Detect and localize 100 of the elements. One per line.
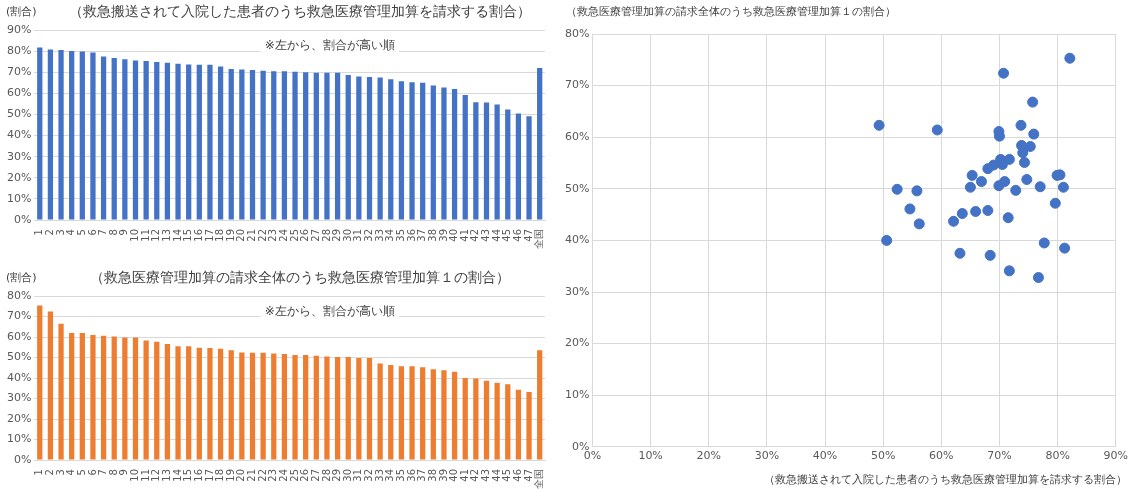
bar: [409, 82, 415, 220]
point: [964, 181, 976, 193]
x-tick-label: 28: [320, 229, 332, 242]
x-tick-label: 31: [352, 469, 364, 482]
bar: [494, 382, 500, 460]
x-tick-label: 9: [118, 469, 130, 476]
y-tick-label: 10%: [7, 432, 32, 446]
x-tick-label: 13: [161, 229, 172, 242]
point: [1049, 197, 1061, 209]
y-tick-label: 50%: [7, 350, 32, 364]
bar: [228, 69, 234, 220]
x-tick-label: 全国: [533, 229, 545, 249]
point: [1028, 128, 1040, 140]
y-tick-label: 60%: [7, 329, 32, 343]
point: [966, 169, 978, 181]
bar: [377, 363, 383, 460]
x-tick-label: 40: [448, 229, 460, 242]
x-tick-label: 8: [107, 469, 119, 476]
x-tick-label: 1: [33, 469, 45, 476]
x-tick-label: 4: [65, 469, 77, 476]
x-tick-label: 47: [522, 229, 534, 242]
point: [1021, 174, 1033, 186]
bar: [420, 367, 426, 460]
bar: [451, 371, 458, 460]
point: [904, 203, 916, 215]
x-tick-label: 29: [331, 229, 343, 242]
x-tick-label: 7: [97, 229, 109, 236]
bar: [217, 66, 224, 220]
x-tick-label: 22: [256, 469, 268, 482]
x-tick-label: 10: [129, 229, 141, 242]
x-tick-label: 18: [214, 469, 226, 482]
bar: [143, 340, 149, 460]
x-tick-label: 24: [278, 229, 289, 242]
bar: [79, 332, 85, 460]
x-tick-label: 35: [395, 229, 406, 242]
annotation: ※左から、割合が高い順: [264, 304, 395, 319]
x-tick-label: 15: [182, 229, 194, 242]
x-tick-label: 42: [469, 229, 481, 242]
bar: [505, 384, 511, 460]
x-tick-label: 12: [150, 229, 162, 242]
bar: [537, 68, 543, 220]
x-tick-label: 0%: [583, 449, 602, 463]
bar: [122, 59, 128, 220]
x-tick-label: 90%: [1103, 449, 1128, 463]
x-tick-label: 30: [341, 469, 353, 482]
bar: [409, 366, 415, 460]
point: [931, 124, 943, 136]
bar: [90, 334, 96, 460]
bar: [175, 63, 181, 220]
x-tick-label: 19: [224, 469, 236, 482]
x-tick-label: 36: [405, 469, 417, 482]
x-tick-label: 25: [288, 469, 300, 482]
x-tick-label: 39: [437, 469, 449, 482]
bar: [132, 60, 139, 220]
bar: [239, 69, 245, 220]
point: [984, 249, 996, 261]
bar: [420, 82, 426, 220]
x-tick-label: 16: [192, 469, 204, 482]
x-tick-label: 40: [448, 469, 460, 482]
bar: [398, 81, 405, 220]
bar: [441, 87, 447, 220]
point: [956, 208, 968, 220]
bar: [334, 357, 341, 460]
x-tick-label: 26: [299, 469, 311, 482]
bar: [196, 64, 202, 220]
bar: [388, 365, 394, 460]
x-tick-label: 1: [33, 229, 45, 236]
x-tick-label: 26: [299, 229, 311, 242]
bar: [515, 389, 522, 460]
point: [1018, 156, 1030, 168]
x-tick-label: 35: [395, 469, 406, 482]
x-tick-label: 12: [150, 469, 162, 482]
y-tick-label: 50%: [565, 181, 590, 195]
x-tick-label: 11: [139, 229, 151, 242]
x-tick-label: 46: [512, 229, 523, 242]
x-tick-label: 7: [97, 469, 109, 476]
bar: [430, 369, 436, 460]
bar: [79, 51, 85, 220]
bar: [90, 52, 96, 220]
bar: [292, 355, 298, 460]
x-tick-label: 19: [224, 229, 236, 242]
x-tick-label: 33: [373, 229, 385, 242]
bar: [366, 77, 373, 220]
bar: [505, 109, 511, 220]
x-axis-title: （救急搬送されて入院した患者のうち救急医療管理加算を請求する割合）: [764, 472, 1127, 486]
x-tick-label: 5: [75, 469, 87, 476]
x-tick-label: 25: [288, 229, 300, 242]
x-tick-label: 21: [246, 469, 258, 482]
y-tick-label: 30%: [7, 391, 32, 405]
bar: [69, 51, 75, 220]
bar: [537, 350, 543, 460]
point: [1057, 181, 1069, 193]
x-tick-label: 5: [75, 229, 87, 236]
point: [998, 67, 1010, 79]
x-tick-label: 17: [203, 229, 215, 242]
point: [911, 185, 923, 197]
point: [1027, 96, 1039, 108]
x-tick-label: 13: [161, 469, 172, 482]
bar: [228, 350, 234, 460]
bar: [37, 305, 43, 460]
